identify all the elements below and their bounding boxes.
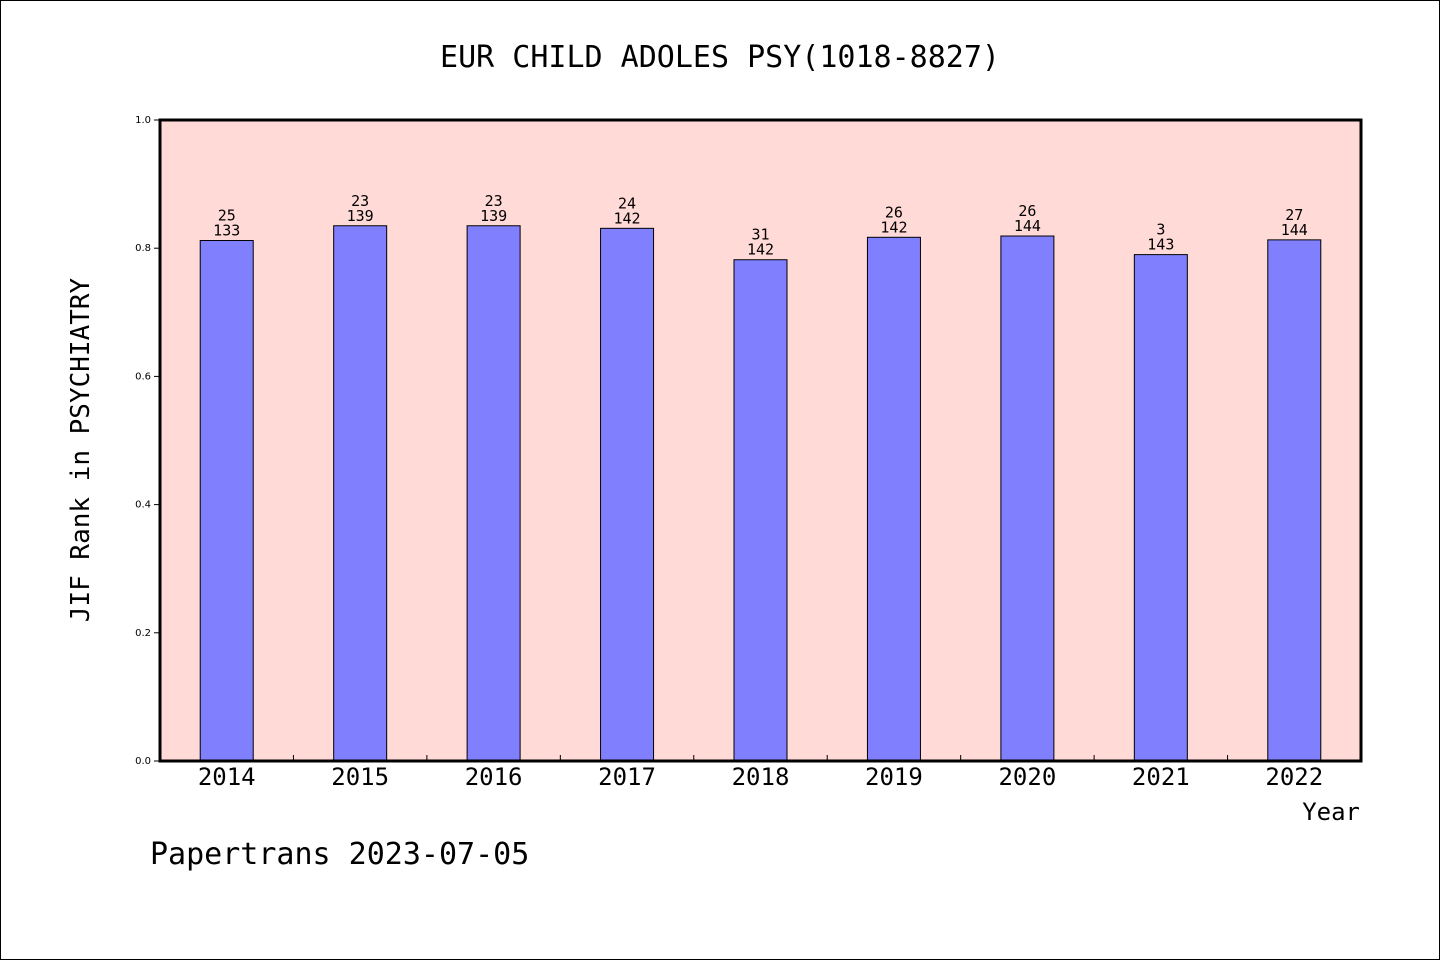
bar-label-bottom-2020: 144 — [1014, 217, 1041, 235]
bar-2021 — [1133, 254, 1188, 762]
x-tick-label-2014: 2014 — [198, 763, 256, 791]
bar-2017 — [600, 227, 655, 762]
bar-2020 — [1000, 235, 1055, 762]
bar-label-bottom-2019: 142 — [880, 218, 907, 236]
bar-label-top-2021: 3 — [1156, 221, 1165, 239]
x-axis-label: Year — [1302, 798, 1360, 826]
y-tick-label-0.2: 0.2 — [135, 628, 151, 639]
y-axis-label: JIF Rank in PSYCHIATRY — [66, 277, 96, 622]
bar-label-top-2015: 23 — [351, 192, 369, 210]
x-tick-label-2022: 2022 — [1265, 763, 1323, 791]
bar-label-bottom-2015: 139 — [347, 207, 374, 225]
y-tick-label-0.0: 0.0 — [135, 756, 151, 767]
bar-label-top-2017: 24 — [618, 194, 636, 212]
x-tick-label-2017: 2017 — [598, 763, 656, 791]
bar-label-top-2022: 27 — [1285, 206, 1303, 224]
x-tick-label-2019: 2019 — [865, 763, 923, 791]
bar-2019 — [866, 236, 921, 762]
bar-label-bottom-2014: 133 — [213, 222, 240, 240]
bar-label-top-2019: 26 — [885, 203, 903, 221]
bar-2022 — [1267, 239, 1322, 762]
x-tick-label-2015: 2015 — [331, 763, 389, 791]
bar-2018 — [733, 259, 788, 762]
x-tick-label-2016: 2016 — [465, 763, 523, 791]
x-tick-label-2018: 2018 — [732, 763, 790, 791]
y-tick-label-1.0: 1.0 — [135, 115, 151, 126]
bar-2016 — [466, 225, 521, 762]
x-tick-label-2021: 2021 — [1132, 763, 1190, 791]
bar-label-bottom-2021: 143 — [1147, 236, 1174, 254]
bar-label-bottom-2017: 142 — [614, 209, 641, 227]
bar-label-bottom-2022: 144 — [1281, 221, 1308, 239]
bar-label-top-2014: 25 — [218, 207, 236, 225]
bar-label-top-2020: 26 — [1018, 202, 1036, 220]
bar-2015 — [333, 225, 388, 762]
plot-border — [158, 118, 1363, 763]
bar-label-top-2016: 23 — [485, 192, 503, 210]
y-tick-label-0.8: 0.8 — [135, 243, 151, 254]
plot-area: 2513320142313920152313920162414220173114… — [135, 115, 1363, 791]
y-tick-label-0.6: 0.6 — [135, 371, 151, 382]
y-tick-label-0.4: 0.4 — [135, 500, 151, 511]
chart-title: EUR CHILD ADOLES PSY(1018-8827) — [440, 40, 1000, 75]
bar-label-bottom-2018: 142 — [747, 241, 774, 259]
bar-2014 — [199, 240, 254, 762]
bar-label-bottom-2016: 139 — [480, 207, 507, 225]
bar-label-top-2018: 31 — [751, 226, 769, 244]
x-tick-label-2020: 2020 — [998, 763, 1056, 791]
footer-credit: Papertrans 2023-07-05 — [150, 837, 529, 872]
